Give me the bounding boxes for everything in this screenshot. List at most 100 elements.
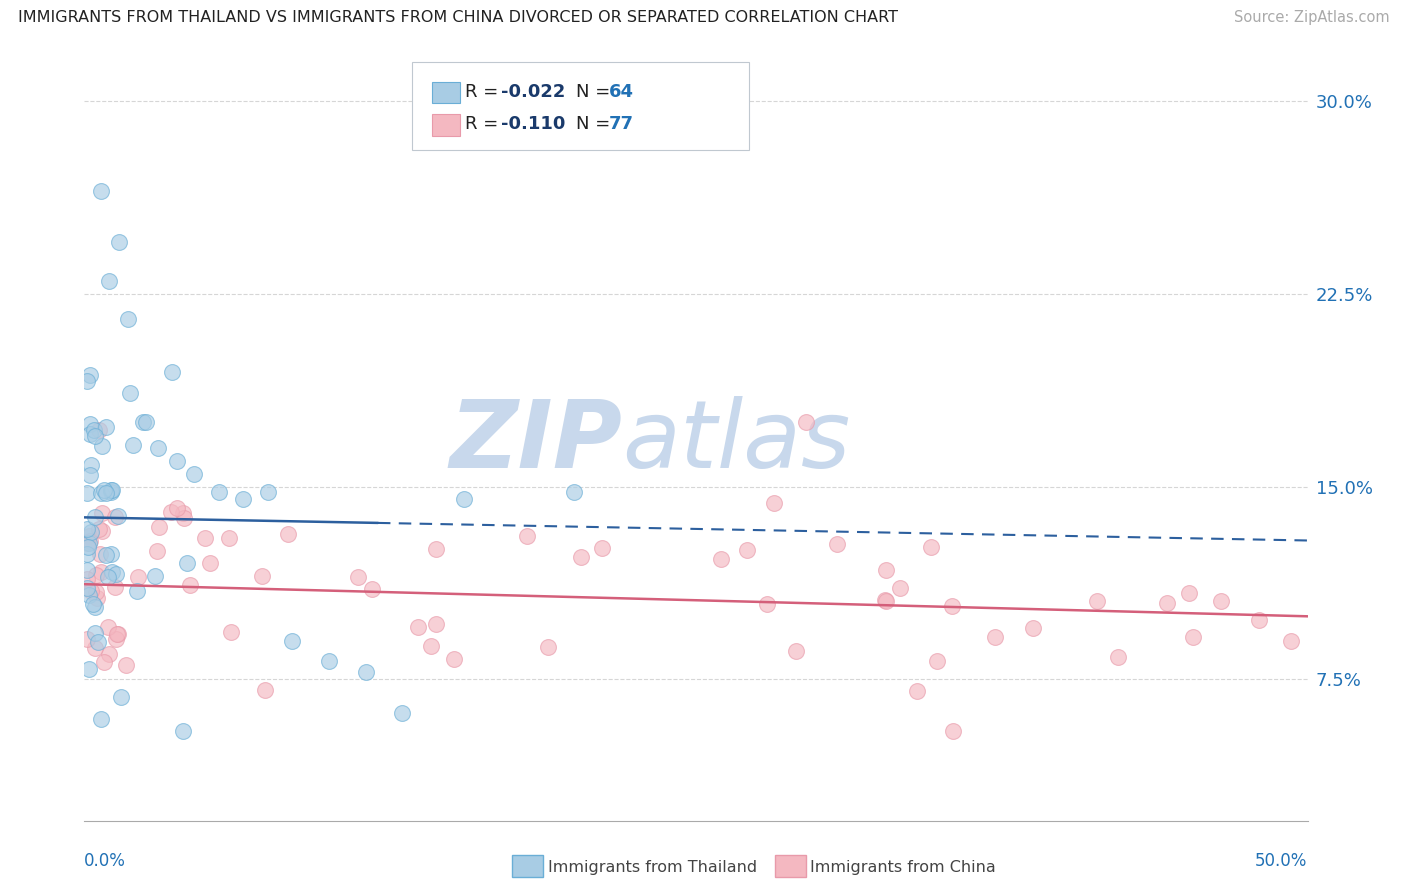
Text: R =: R = (465, 83, 505, 101)
Point (79, 417, 101, 432)
Point (100, 483, 122, 497)
Point (84, 641, 107, 656)
Point (218, 531, 240, 545)
Point (1022, 622, 1045, 636)
Point (889, 582, 911, 596)
Text: Immigrants from China: Immigrants from China (810, 861, 995, 875)
Text: -0.110: -0.110 (501, 115, 565, 133)
Point (79, 467, 101, 482)
Point (80, 458, 103, 473)
Point (172, 506, 194, 520)
Point (76, 522, 98, 536)
Point (420, 639, 443, 653)
Text: N =: N = (576, 115, 616, 133)
Point (76, 563, 98, 577)
Text: R =: R = (465, 115, 505, 133)
Text: 64: 64 (609, 83, 634, 101)
Point (219, 624, 242, 639)
Point (80, 525, 103, 540)
Point (97, 274, 120, 288)
Point (79, 663, 101, 677)
Point (281, 633, 304, 648)
Point (709, 552, 731, 566)
Point (425, 542, 447, 557)
Point (93, 655, 115, 669)
Point (1087, 594, 1109, 608)
Point (166, 501, 188, 516)
Point (1209, 594, 1232, 608)
Point (755, 598, 778, 612)
Text: atlas: atlas (623, 396, 851, 487)
Point (762, 495, 785, 509)
Point (76, 535, 98, 549)
Point (176, 556, 198, 570)
Point (94, 420, 117, 434)
Point (160, 365, 183, 379)
Point (100, 484, 122, 499)
Point (79, 368, 101, 382)
Point (127, 570, 149, 584)
Point (143, 568, 166, 582)
Text: 50.0%: 50.0% (1256, 852, 1308, 870)
Point (591, 541, 613, 556)
Point (76, 547, 98, 561)
Point (354, 665, 377, 679)
Point (104, 632, 127, 646)
Point (825, 536, 848, 550)
Text: Source: ZipAtlas.com: Source: ZipAtlas.com (1233, 11, 1389, 25)
Point (86, 585, 108, 599)
Point (104, 509, 127, 524)
Point (1182, 630, 1205, 644)
Point (107, 509, 129, 524)
Point (160, 504, 183, 518)
Point (76, 374, 98, 388)
Y-axis label: Divorced or Separated: Divorced or Separated (0, 348, 8, 535)
Point (794, 415, 817, 429)
Point (79, 427, 101, 442)
Point (905, 684, 928, 698)
Point (132, 415, 155, 429)
Point (90, 524, 112, 539)
Point (110, 690, 132, 705)
Point (90, 184, 112, 198)
Point (91, 506, 114, 520)
Point (84, 509, 107, 524)
Text: -0.022: -0.022 (501, 83, 565, 101)
Point (1178, 586, 1201, 600)
Point (117, 312, 139, 326)
Point (82, 597, 104, 611)
Point (80, 584, 103, 599)
Point (101, 483, 124, 497)
Point (122, 438, 145, 452)
Point (146, 441, 169, 455)
Point (97, 647, 120, 661)
Point (920, 541, 942, 555)
Point (86, 591, 108, 605)
Text: ZIP: ZIP (450, 395, 623, 488)
Point (984, 630, 1007, 644)
Point (96, 549, 118, 563)
Point (104, 580, 127, 594)
Point (925, 654, 948, 668)
Point (1279, 634, 1302, 648)
Point (100, 548, 122, 562)
Point (76, 486, 98, 500)
Point (318, 654, 340, 668)
Point (79, 588, 101, 602)
Point (735, 543, 758, 558)
Point (79, 533, 101, 548)
Point (90, 565, 112, 579)
Point (250, 568, 273, 582)
Point (77, 536, 100, 550)
Point (941, 599, 963, 613)
Point (83, 423, 105, 437)
Point (135, 415, 157, 429)
Point (173, 511, 195, 525)
Point (562, 484, 585, 499)
Point (443, 652, 465, 666)
Point (277, 526, 299, 541)
Point (76, 632, 98, 646)
Point (79, 529, 101, 543)
Point (194, 531, 217, 545)
Point (172, 723, 194, 738)
